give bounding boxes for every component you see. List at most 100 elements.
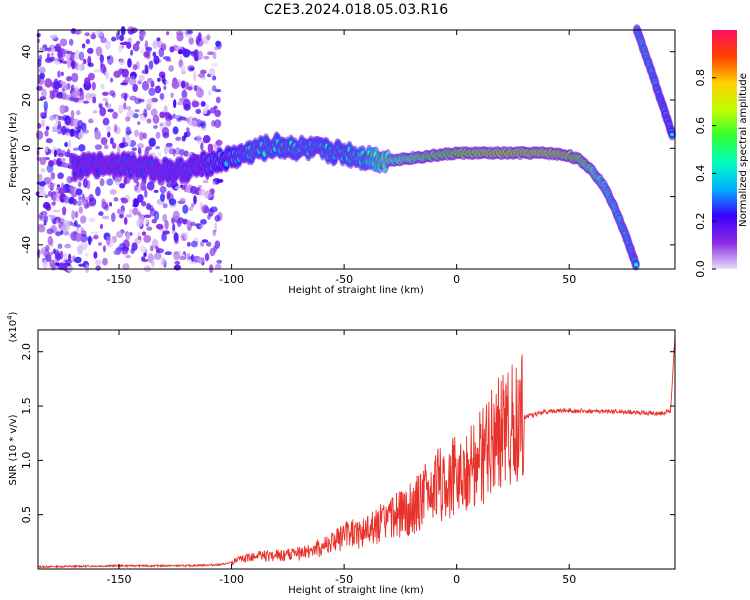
noise-blob bbox=[166, 31, 170, 36]
noise-blob bbox=[209, 248, 216, 257]
noise-blob bbox=[53, 60, 61, 65]
noise-blob bbox=[59, 104, 66, 115]
noise-blob bbox=[198, 188, 206, 196]
noise-blob bbox=[183, 150, 189, 157]
noise-blob bbox=[88, 217, 96, 223]
noise-blob bbox=[153, 210, 160, 221]
noise-blob bbox=[186, 220, 192, 226]
noise-blob bbox=[109, 201, 113, 207]
noise-blob bbox=[63, 229, 70, 236]
snr-x-ticks: -150 -100 -50 0 50 bbox=[107, 330, 576, 586]
noise-blob bbox=[132, 64, 138, 71]
noise-blob bbox=[148, 137, 156, 147]
noise-blob bbox=[180, 64, 186, 73]
noise-blob bbox=[166, 190, 171, 200]
noise-blob bbox=[39, 96, 47, 101]
noise-blob bbox=[156, 77, 161, 82]
noise-blob bbox=[94, 130, 102, 140]
noise-blob bbox=[102, 97, 109, 102]
noise-blob bbox=[68, 253, 72, 262]
noise-blob bbox=[99, 178, 105, 187]
noise-blob bbox=[141, 231, 147, 236]
noise-blob bbox=[77, 244, 84, 255]
noise-blob bbox=[49, 34, 58, 40]
noise-blob bbox=[54, 262, 60, 267]
noise-blob bbox=[150, 97, 159, 103]
noise-blob bbox=[114, 176, 122, 186]
noise-blob bbox=[141, 256, 146, 261]
noise-blob bbox=[36, 156, 42, 161]
noise-blob bbox=[144, 218, 149, 225]
noise-blob bbox=[203, 206, 209, 214]
snr-frame bbox=[37, 329, 676, 570]
noise-blob bbox=[66, 175, 73, 184]
noise-blob bbox=[175, 30, 184, 36]
noise-blob bbox=[137, 147, 141, 155]
noise-blob bbox=[52, 217, 57, 225]
noise-blob bbox=[77, 63, 86, 72]
noise-blob bbox=[134, 129, 140, 138]
noise-blob bbox=[91, 81, 96, 91]
noise-blob bbox=[38, 173, 43, 183]
noise-blob bbox=[74, 256, 82, 264]
noise-blob bbox=[57, 120, 62, 129]
noise-blob bbox=[144, 189, 148, 198]
spectrogram-y-tick-label: 0 bbox=[20, 145, 33, 152]
noise-blob bbox=[60, 195, 65, 200]
noise-blob bbox=[56, 184, 61, 188]
noise-blob bbox=[170, 92, 174, 99]
ridge-main-core bbox=[633, 262, 638, 267]
noise-blob bbox=[53, 124, 58, 131]
noise-blob bbox=[214, 214, 221, 222]
noise-blob bbox=[70, 84, 75, 91]
noise-blob bbox=[133, 198, 140, 208]
noise-blob bbox=[188, 206, 194, 211]
noise-blob bbox=[105, 71, 110, 80]
noise-blob bbox=[136, 40, 141, 45]
noise-blob bbox=[173, 99, 177, 109]
noise-blob bbox=[197, 257, 205, 264]
noise-blob bbox=[98, 103, 103, 109]
noise-blob bbox=[87, 72, 95, 81]
noise-blob bbox=[119, 59, 125, 66]
noise-blob bbox=[90, 231, 99, 235]
noise-blob bbox=[63, 195, 70, 204]
noise-blob bbox=[55, 115, 59, 125]
snr-scale-label: (x104) bbox=[6, 311, 19, 342]
noise-blob bbox=[156, 37, 161, 42]
noise-blob bbox=[144, 64, 149, 75]
noise-blob bbox=[98, 242, 102, 246]
noise-blob bbox=[182, 204, 189, 214]
noise-blob bbox=[101, 215, 110, 220]
noise-blob bbox=[191, 100, 200, 108]
noise-blob bbox=[76, 200, 82, 207]
noise-blob bbox=[48, 214, 54, 218]
noise-blob bbox=[101, 91, 109, 96]
noise-blob bbox=[154, 245, 159, 250]
noise-blob bbox=[111, 212, 116, 223]
noise-blob bbox=[47, 190, 53, 197]
noise-blob bbox=[176, 117, 182, 122]
spectrogram-x-tick-label: -150 bbox=[107, 273, 132, 286]
noise-blob bbox=[179, 148, 185, 156]
noise-blob bbox=[136, 193, 144, 203]
noise-blob bbox=[67, 139, 72, 149]
noise-blob bbox=[142, 132, 147, 139]
noise-blob bbox=[87, 62, 94, 68]
colorbar-gradient bbox=[712, 30, 737, 269]
noise-blob bbox=[186, 30, 193, 35]
noise-blob bbox=[190, 221, 196, 227]
spectrogram-marks bbox=[35, 24, 677, 274]
noise-blob bbox=[116, 30, 120, 41]
spectrogram-y-tick-label: 40 bbox=[20, 45, 33, 59]
noise-blob bbox=[87, 47, 94, 54]
noise-blob bbox=[214, 89, 222, 93]
noise-blob bbox=[81, 193, 85, 203]
noise-blob bbox=[93, 69, 101, 73]
noise-blob bbox=[95, 186, 101, 197]
noise-blob bbox=[44, 145, 49, 153]
noise-blob bbox=[61, 206, 67, 216]
noise-blob bbox=[214, 119, 222, 128]
noise-blob bbox=[45, 244, 50, 252]
